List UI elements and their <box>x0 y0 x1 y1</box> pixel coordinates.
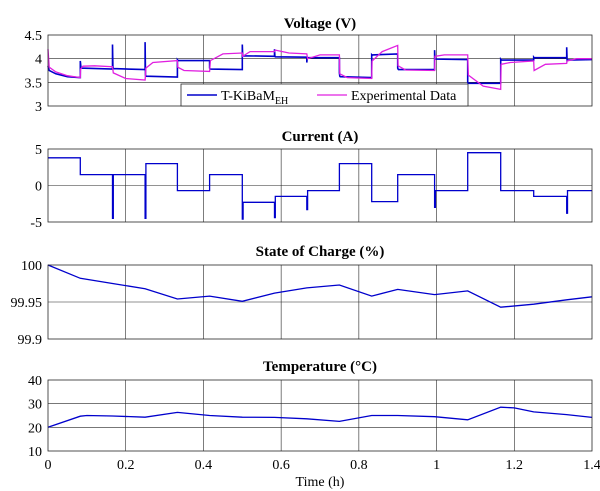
chart-panel-2: Current (A) -5 0 5 <box>30 129 593 231</box>
panels: Voltage (V) 3 3.5 4 4.5 T-KiBaMEH Experimental… <box>11 16 600 490</box>
chart-title: Current (A) <box>282 129 359 145</box>
plot-frame <box>47 379 593 452</box>
x-tick-label: 1 <box>433 458 440 473</box>
legend: T-KiBaMEH Experimental Data <box>180 83 469 107</box>
x-tick-label: 0.8 <box>350 458 368 473</box>
x-tick-label: 0.6 <box>272 458 290 473</box>
y-tick-label: 3 <box>35 100 42 115</box>
y-tick-label: 100 <box>21 259 42 274</box>
chart-panel-4: Temperature (°C) 10 20 30 40 0 0.2 0.4 0.6 0.8 1 1.… <box>28 359 600 490</box>
series-line-1 <box>47 264 593 308</box>
chart-title: Voltage (V) <box>284 16 356 32</box>
y-tick-label: 99.9 <box>18 333 43 348</box>
chart-panel-3: State of Charge (%) 99.9 99.95 100 <box>11 244 593 348</box>
legend-label-1: T-KiBaMEH <box>221 89 288 107</box>
x-tick-label: 0.2 <box>117 458 135 473</box>
y-tick-label: 20 <box>28 421 42 436</box>
chart-title: State of Charge (%) <box>256 244 385 260</box>
x-axis-label: Time (h) <box>296 475 345 490</box>
y-tick-label: 4.5 <box>25 29 43 44</box>
x-tick-label: 1.2 <box>506 458 524 473</box>
y-tick-label: 0 <box>35 180 42 195</box>
x-tick-label: 0.4 <box>195 458 213 473</box>
chart-panel-1: Voltage (V) 3 3.5 4 4.5 T-KiBaMEH Experimental… <box>25 16 593 115</box>
series-line-2 <box>47 44 592 91</box>
x-tick-label: 1.4 <box>583 458 600 473</box>
series-line-1 <box>48 152 592 220</box>
legend-label-2: Experimental Data <box>351 89 457 104</box>
series-line-1 <box>47 406 593 428</box>
y-tick-label: 5 <box>35 143 42 158</box>
y-tick-label: 10 <box>28 445 42 460</box>
plot-frame <box>47 264 593 340</box>
y-tick-label: 99.95 <box>11 296 43 311</box>
y-tick-label: 40 <box>28 374 42 389</box>
y-tick-label: -5 <box>30 216 42 231</box>
x-tick-label: 0 <box>45 458 52 473</box>
y-tick-label: 3.5 <box>25 76 43 91</box>
plot-frame <box>47 148 593 223</box>
y-tick-label: 4 <box>35 53 42 68</box>
chart-title: Temperature (°C) <box>263 359 377 375</box>
y-tick-label: 30 <box>28 398 42 413</box>
